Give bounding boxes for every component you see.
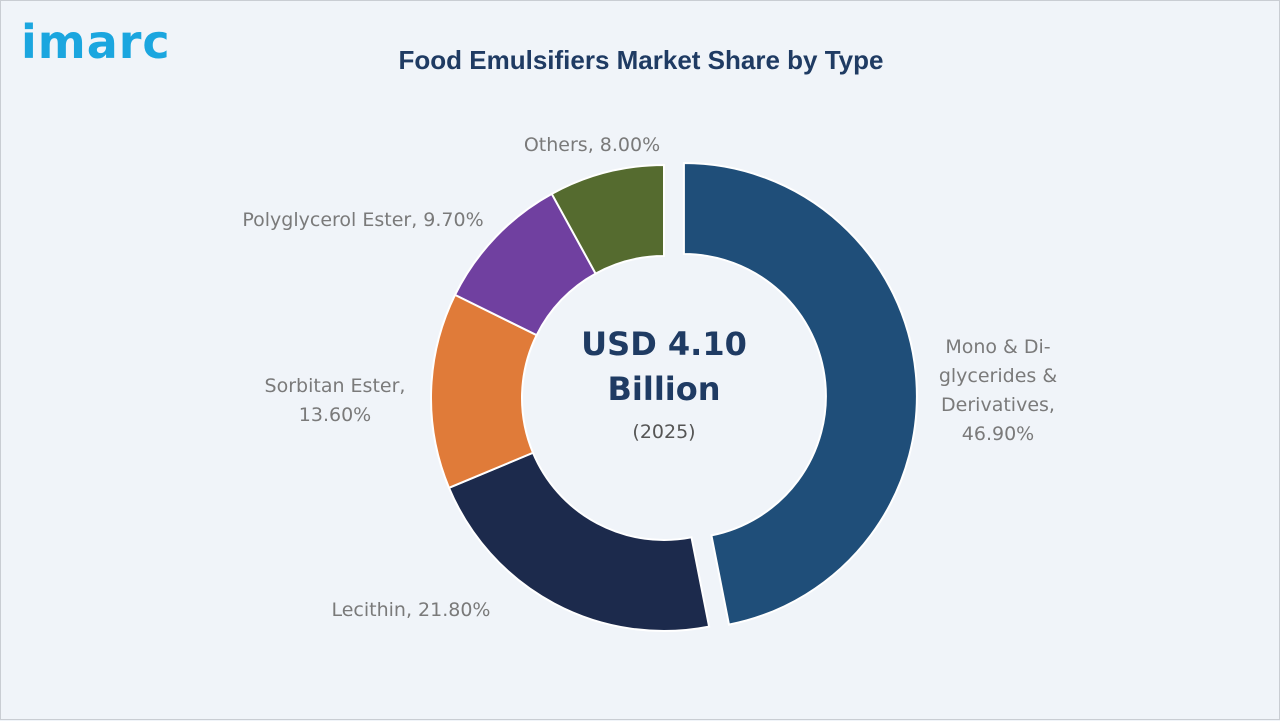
slice-lecithin bbox=[447, 451, 711, 632]
center-value-line1: USD 4.10 bbox=[581, 325, 747, 363]
center-year: (2025) bbox=[632, 421, 695, 443]
slice-others bbox=[550, 163, 665, 275]
imarc-logo: imarc bbox=[21, 15, 171, 69]
chart-title: Food Emulsifiers Market Share by Type bbox=[398, 45, 884, 75]
slice-mono-di-glycerides-derivatives bbox=[682, 162, 918, 626]
label-lecithin: Lecithin, 21.80% bbox=[331, 599, 490, 621]
donut-slices bbox=[430, 162, 918, 632]
center-value-line2: Billion bbox=[607, 370, 720, 408]
slice-labels: Mono & Di-glycerides & Derivatives, 46.90%… bbox=[242, 134, 1057, 621]
label-mono-di-glycerides-derivatives: Mono & Di-glycerides & Derivatives, 46.90% bbox=[939, 336, 1057, 445]
label-polyglycerol-ester: Polyglycerol Ester, 9.70% bbox=[242, 209, 483, 231]
label-sorbitan-ester: Sorbitan Ester, 13.60% bbox=[265, 375, 406, 426]
label-others: Others, 8.00% bbox=[524, 134, 660, 156]
